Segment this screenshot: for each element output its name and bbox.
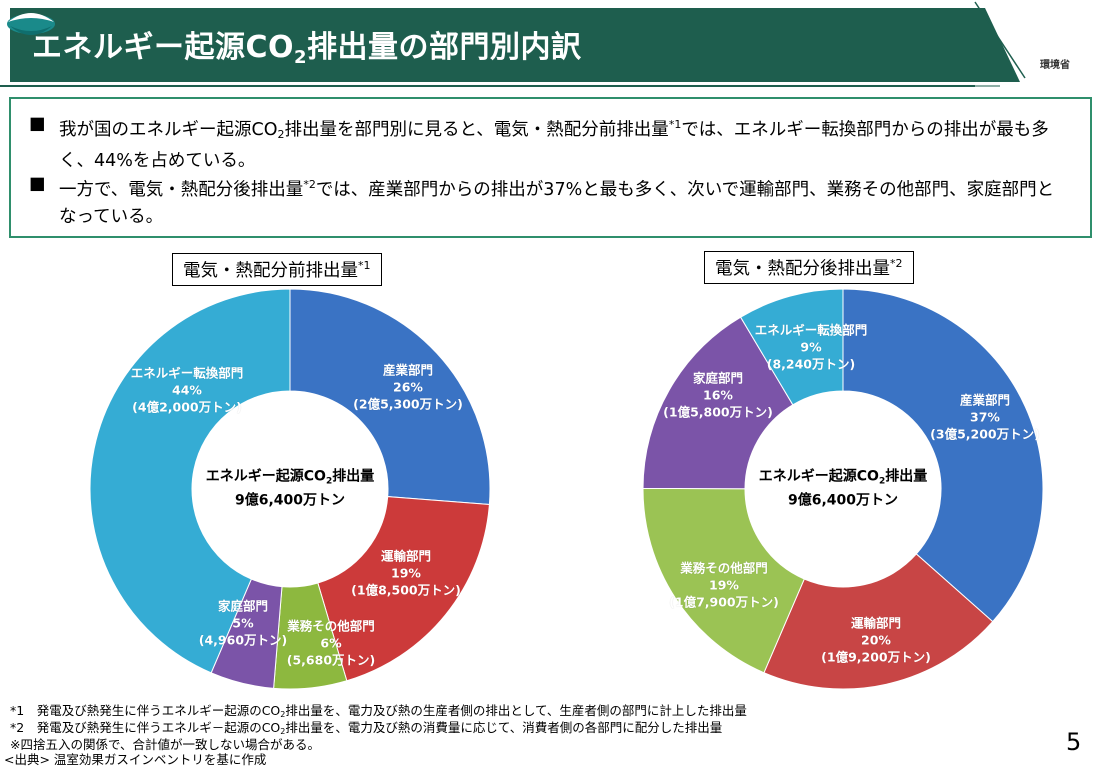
- chart-title-before: 電気・熱配分前排出量*1: [172, 253, 382, 286]
- title-banner-shape: [0, 1, 1026, 87]
- seg-label: 業務その他部門 19% (1億7,900万トン): [669, 560, 779, 610]
- bullet-mark: ■: [29, 114, 46, 134]
- seg-label: 業務その他部門 6% (5,680万トン): [286, 618, 376, 668]
- donut-slice: [642, 487, 805, 674]
- source-note: <出典> 温室効果ガスインベントリを基に作成: [4, 752, 267, 767]
- ministry-logo-icon: [7, 13, 55, 35]
- seg-label: エネルギー転換部門 9% (8,240万トン): [754, 322, 868, 372]
- donut-slice: [317, 496, 490, 682]
- bullet-mark: ■: [29, 174, 46, 194]
- donut-slice: [289, 288, 491, 506]
- footnote-1: *1 発電及び熱発生に伴うエネルギー起源のCO2排出量を、電力及び熱の生産者側の…: [10, 703, 747, 719]
- seg-label: 運輸部門 19% (1億8,500万トン): [351, 548, 461, 598]
- center-label-after: エネルギー起源CO2排出量 9億6,400万トン: [758, 468, 928, 509]
- ministry-logo-label: 環境省: [1040, 60, 1070, 71]
- page-title: エネルギー起源CO2排出量の部門別内訳: [32, 30, 582, 68]
- summary-bullet-1: ■ 我が国のエネルギー起源CO2排出量を部門別に見ると、電気・熱配分前排出量*1…: [29, 111, 1069, 175]
- donut-slice: [642, 316, 794, 490]
- donut-slice: [89, 288, 291, 674]
- seg-label: エネルギー転換部門 44% (4億2,000万トン): [130, 365, 244, 415]
- seg-label: 産業部門 26% (2億5,300万トン): [353, 362, 463, 412]
- donut-slice: [739, 288, 844, 406]
- summary-bullet-2: ■ 一方で、電気・熱配分後排出量*2では、産業部門からの排出が37%と最も多く、…: [29, 171, 1069, 231]
- summary-box: ■ 我が国のエネルギー起源CO2排出量を部門別に見ると、電気・熱配分前排出量*1…: [9, 97, 1092, 238]
- footnote-3: ※四捨五入の関係で、合計値が一致しない場合がある。: [10, 737, 320, 752]
- donut-slice: [842, 288, 1044, 623]
- seg-label: 産業部門 37% (3億5,200万トン): [930, 392, 1040, 442]
- seg-label: 家庭部門 16% (1億5,800万トン): [663, 370, 773, 420]
- center-label-before: エネルギー起源CO2排出量 9億6,400万トン: [205, 468, 375, 509]
- footnote-2: *2 発電及び熱発生に伴うエネルギ－起源のCO2排出量を、電力及び熱の消費量に応…: [10, 720, 723, 736]
- donut-slice: [763, 553, 994, 690]
- page-number: 5: [1066, 728, 1082, 756]
- seg-label: 運輸部門 20% (1億9,200万トン): [821, 615, 931, 665]
- title-bar: エネルギー起源CO2排出量の部門別内訳 環境省: [0, 0, 1101, 92]
- chart-title-after: 電気・熱配分後排出量*2: [704, 251, 914, 284]
- seg-label: 家庭部門 5% (4,960万トン): [198, 598, 288, 648]
